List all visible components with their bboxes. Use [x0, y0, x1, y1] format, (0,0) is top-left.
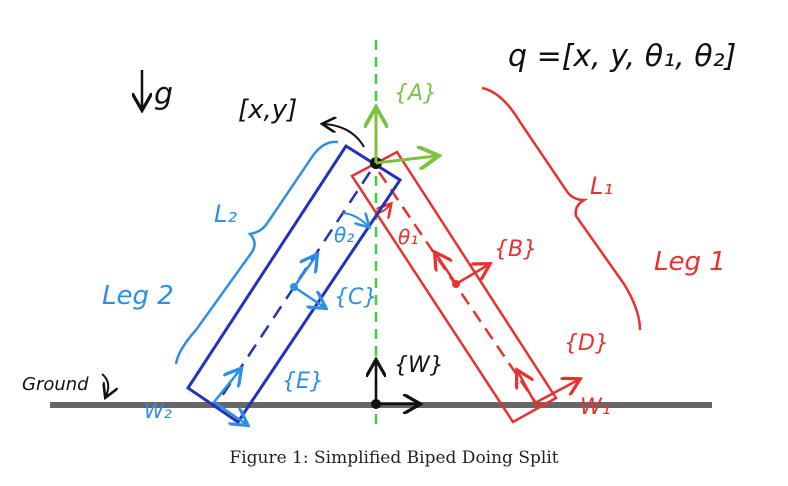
frame-d-label: {D} — [564, 331, 609, 356]
base-rotation-arc — [324, 124, 365, 148]
base-point-label: [x,y] — [238, 95, 297, 125]
ground-label: Ground — [22, 374, 89, 395]
frame-b-label: {B} — [494, 237, 537, 262]
theta2-arc — [342, 213, 368, 226]
leg-2-label: Leg 2 — [102, 281, 174, 311]
theta1-label: θ₁ — [398, 225, 418, 249]
gravity-label: g — [154, 77, 173, 112]
theta2-label: θ₂ — [334, 223, 354, 247]
frame-b-axis-2 — [455, 265, 488, 286]
l1-label: L₁ — [590, 172, 613, 200]
leg-1 — [350, 86, 642, 424]
ground-pointer-arrow — [101, 373, 108, 396]
frame-d-axis-1 — [518, 372, 537, 404]
leg-1-label: Leg 1 — [654, 247, 726, 277]
w1-label: W₁ — [580, 395, 611, 420]
frame-w-label: {W} — [394, 353, 444, 378]
frame-d-axis-2 — [534, 380, 578, 405]
frame-c-axis-1 — [292, 256, 316, 288]
l2-label: L₂ — [214, 200, 237, 228]
frame-a-axis-x — [375, 156, 436, 163]
frame-c-axis-2 — [293, 285, 324, 307]
frame-e-label: {E} — [282, 369, 324, 394]
w2-label: W₂ — [144, 399, 172, 423]
frame-a-label: {A} — [394, 81, 437, 106]
leg-2 — [174, 140, 403, 424]
frame-e-axis-1 — [213, 370, 240, 403]
frame-c-label: {C} — [334, 285, 377, 310]
leg-1-centerline — [377, 171, 540, 407]
frame-e-axis-2 — [213, 400, 246, 424]
q-label: q =[x, y, θ₁, θ₂] — [508, 39, 736, 74]
frame-b-axis-1 — [436, 254, 458, 285]
l1-brace — [481, 86, 642, 331]
l2-brace — [174, 140, 339, 365]
figure-caption: Figure 1: Simplified Biped Doing Split — [229, 448, 559, 468]
leg-1-body — [350, 150, 558, 424]
